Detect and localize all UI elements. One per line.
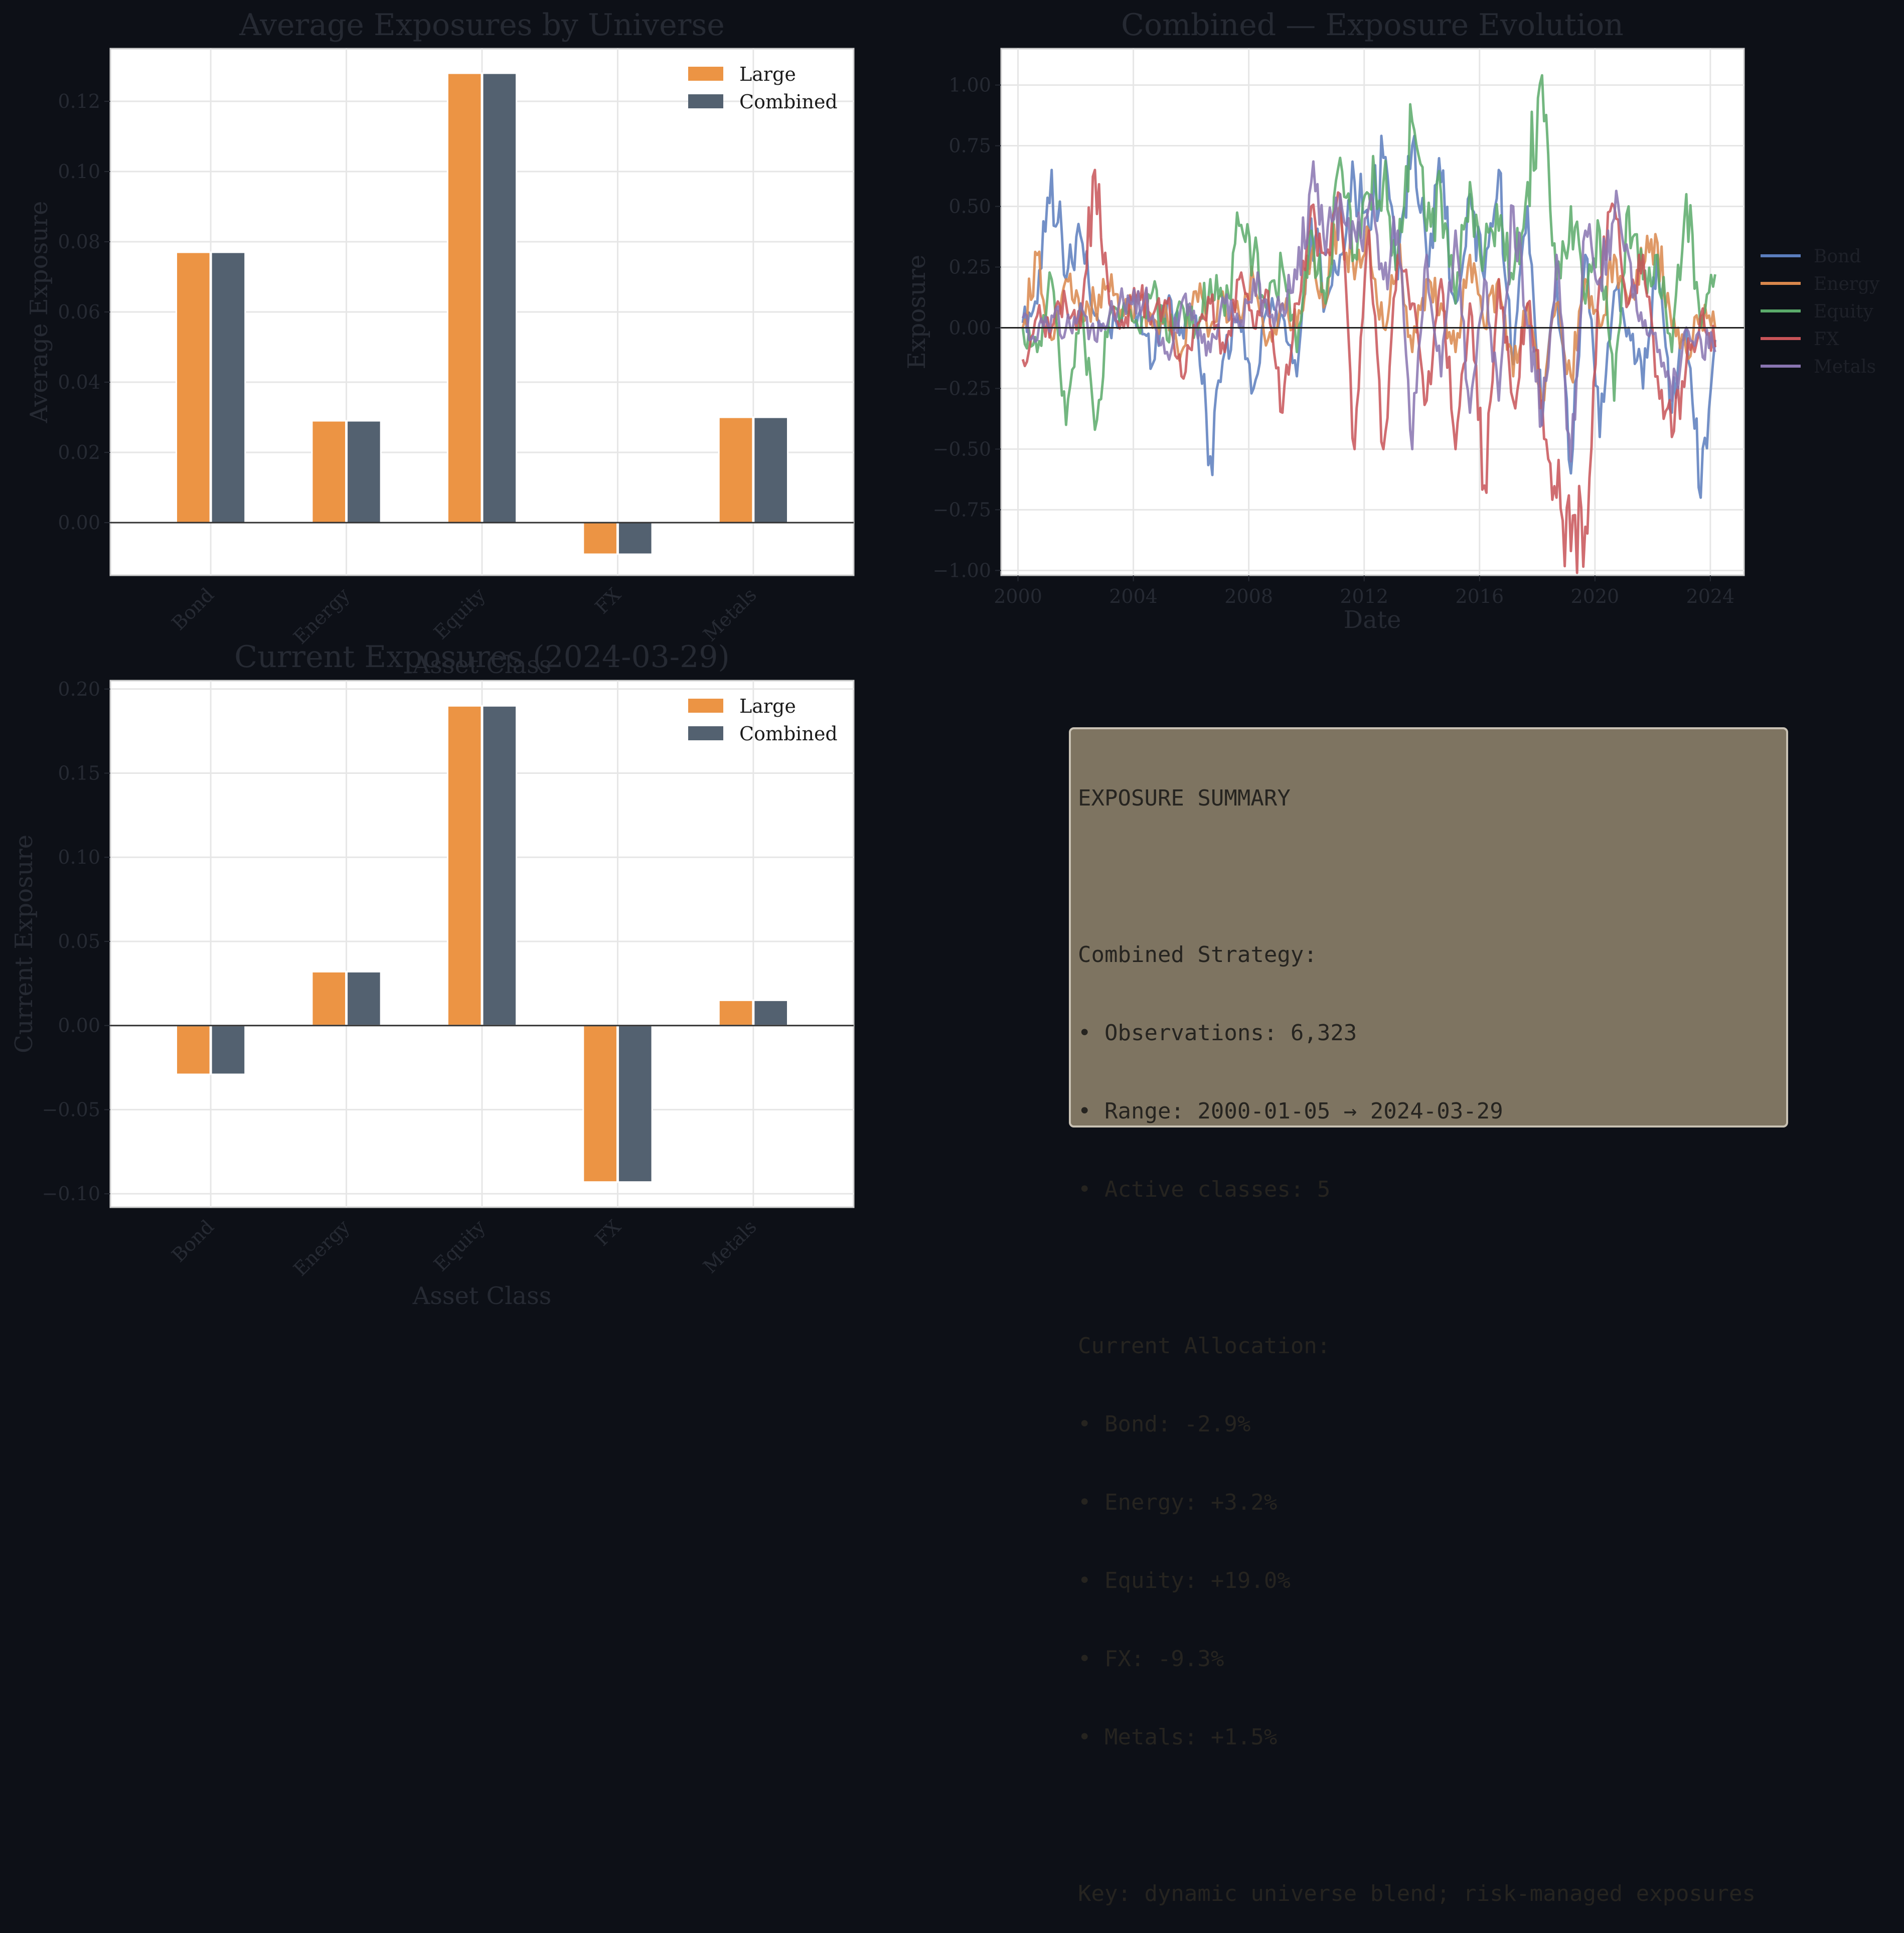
summary-line: • FX: -9.3% [1078,1646,1224,1672]
cur-bar-large [446,705,483,1027]
summary-line [1078,864,1786,890]
evo-ytick-label: −0.75 [933,499,991,521]
cur-legend-swatch-large [688,699,723,713]
avg-legend-label-large: Large [739,63,796,85]
cur-ytick-label: 0.05 [58,930,100,952]
summary-line [1078,1803,1786,1829]
avg-bar-large [718,416,754,524]
summary-line: Combined Strategy: [1078,942,1317,968]
avg-bar-large [311,420,347,524]
avg-bar-combined [617,522,653,555]
summary-line: • Observations: 6,323 [1078,1020,1357,1046]
avg-ytick-label: 0.10 [58,160,100,183]
exposure-summary-box: EXPOSURE SUMMARY Combined Strategy: • Ob… [1069,727,1788,1906]
cur-bar-large [176,1025,211,1075]
avg-chart-title: Average Exposures by Universe [239,8,725,43]
evo-xtick-label: 2016 [1455,585,1504,607]
cur-bar-large [311,971,347,1027]
avg-legend-label-combined: Combined [739,91,838,113]
evo-xtick-label: 2020 [1570,585,1619,607]
evo-legend-label-fx: FX [1814,329,1839,350]
avg-ytick-label: 0.06 [58,301,100,323]
summary-line: Current Allocation: [1078,1333,1331,1359]
evo-series-metals [1021,160,1716,463]
summary-line: • Active classes: 5 [1078,1177,1331,1202]
evo-legend-label-energy: Energy [1814,274,1880,294]
evo-ytick-label: 0.75 [948,135,991,157]
cur-x-axis-label: Asset Class [412,1282,552,1310]
cur-ytick-label: 0.20 [58,678,100,700]
evo-xtick-label: 2004 [1109,585,1158,607]
summary-line: • Equity: +19.0% [1078,1568,1291,1593]
cur-bar-large [582,1025,618,1183]
cur-y-axis-label: Current Exposure [10,835,38,1053]
cur-bar-combined [753,999,788,1027]
avg-ytick-label: 0.12 [58,90,100,112]
avg-x-axis-label: Asset Class [412,651,552,679]
cur-ytick-label: −0.10 [42,1183,100,1205]
summary-line: • Range: 2000-01-05 → 2024-03-29 [1078,1098,1503,1124]
avg-y-axis-label: Average Exposure [25,201,53,424]
avg-legend-swatch-large [688,67,723,81]
summary-line: • Metals: +1.5% [1078,1724,1278,1750]
summary-line: Key: dynamic universe blend; risk-manage… [1078,1881,1756,1906]
avg-bar-combined [210,251,246,524]
summary-line: EXPOSURE SUMMARY [1078,785,1291,811]
avg-bar-large [582,522,618,555]
avg-ytick-label: 0.04 [58,371,100,393]
evo-ytick-label: 1.00 [948,74,991,96]
cur-legend-label-large: Large [739,695,796,717]
cur-bar-combined [482,705,518,1027]
summary-line [1078,1255,1786,1281]
cur-bar-combined [346,971,382,1027]
evo-xtick-label: 2012 [1340,585,1388,607]
figure: 0.00 0.02 0.04 0.06 0.08 0.10 0.12 Bond Energy Eq… [10,8,1880,1310]
cur-bar-combined [617,1025,653,1183]
summary-line: • Energy: +3.2% [1078,1490,1278,1515]
evo-xtick-label: 2000 [994,585,1042,607]
evo-legend-label-bond: Bond [1814,246,1861,267]
evo-ytick-label: 0.50 [948,196,991,218]
evo-y-axis-label: Exposure [903,255,931,370]
cur-ytick-label: −0.05 [42,1098,100,1120]
cur-chart-title: Current Exposures (2024-03-29) [234,639,730,675]
evo-ytick-label: 0.25 [948,256,991,278]
cur-bar-large [718,999,754,1027]
evo-chart-title: Combined — Exposure Evolution [1121,8,1624,43]
avg-bar-combined [346,420,382,524]
avg-ytick-label: 0.02 [58,441,100,463]
cur-bar-combined [210,1025,246,1075]
cur-legend-swatch-combined [688,726,723,740]
cur-ytick-label: 0.00 [58,1015,100,1037]
avg-bar-large [446,72,483,524]
evo-ytick-label: −1.00 [933,559,991,581]
summary-line: • Bond: -2.9% [1078,1411,1251,1437]
evo-ytick-label: −0.25 [933,377,991,399]
avg-ytick-label: 0.00 [58,512,100,534]
evo-ytick-label: 0.00 [948,316,991,339]
avg-bar-large [176,251,211,524]
avg-bar-combined [482,72,518,524]
evo-xtick-label: 2008 [1224,585,1273,607]
cur-ytick-label: 0.15 [58,762,100,784]
evo-xtick-label: 2024 [1686,585,1735,607]
cur-ytick-label: 0.10 [58,846,100,868]
evo-ytick-label: −0.50 [933,438,991,460]
exposure-evolution-chart: −1.00 −0.75 −0.50 −0.25 0.00 0.25 0.50 0.75 1.00… [903,8,1880,634]
evo-x-axis-label: Date [1344,606,1401,634]
cur-legend-label-combined: Combined [739,723,838,745]
avg-legend-swatch-combined [688,94,723,108]
avg-ytick-label: 0.08 [58,231,100,253]
evo-legend-label-metals: Metals [1814,357,1876,377]
evo-legend-label-equity: Equity [1814,301,1873,322]
avg-bar-combined [753,416,788,524]
